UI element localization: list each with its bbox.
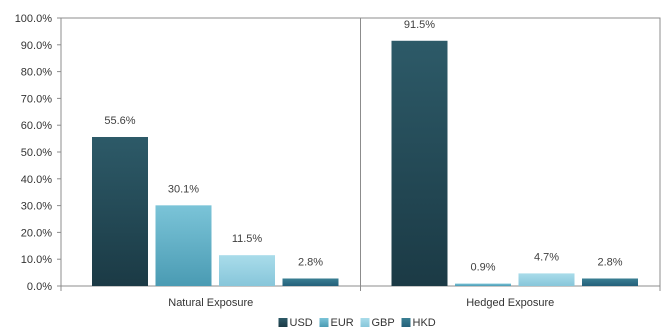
bar-gbp [219, 255, 275, 286]
data-label: 55.6% [104, 115, 135, 127]
y-tick-label: 100.0% [15, 13, 53, 25]
bar-eur [455, 283, 511, 286]
legend-label: GBP [372, 317, 395, 329]
y-tick-label: 60.0% [21, 120, 52, 132]
y-tick-label: 40.0% [21, 174, 52, 186]
data-label: 2.8% [298, 256, 323, 268]
bar-usd [92, 136, 148, 286]
bar-eur [155, 205, 212, 286]
bar-hkd [282, 278, 339, 286]
legend-label: USD [290, 317, 313, 329]
legend-swatch-gbp [360, 318, 370, 327]
legend-label: EUR [331, 317, 354, 329]
data-label: 0.9% [470, 262, 495, 274]
y-tick-label: 30.0% [21, 201, 52, 213]
data-label: 30.1% [168, 183, 199, 195]
data-label: 91.5% [404, 19, 435, 31]
y-tick-label: 10.0% [21, 254, 52, 266]
y-tick-label: 0.0% [27, 281, 52, 293]
bar-gbp [518, 273, 575, 286]
data-label: 4.7% [534, 251, 559, 263]
axes: 0.0% 10.0% 20.0% 30.0% 40.0% 50.0% 60.0% 70.0% 8… [15, 13, 661, 309]
data-label: 11.5% [232, 233, 263, 245]
legend-swatch-hkd [401, 318, 411, 327]
bars [92, 40, 638, 286]
y-tick-label: 20.0% [21, 227, 52, 239]
y-tick-label: 50.0% [21, 147, 52, 159]
legend-label: HKD [413, 317, 436, 329]
y-tick-label: 80.0% [21, 67, 52, 79]
y-tick-label: 90.0% [21, 40, 52, 52]
y-tick-label: 70.0% [21, 93, 52, 105]
data-labels: 55.6% 30.1% 11.5% 2.8% 91.5% 0.9% 4.7% 2.8% [104, 19, 622, 274]
legend: USD EUR GBP HKD [278, 317, 436, 329]
x-category-label: Natural Exposure [168, 297, 253, 309]
x-category-label: Hedged Exposure [466, 297, 554, 309]
data-label: 2.8% [597, 256, 622, 268]
legend-swatch-usd [278, 318, 288, 327]
bar-usd [391, 40, 448, 286]
legend-swatch-eur [319, 318, 329, 327]
bar-hkd [582, 278, 638, 286]
